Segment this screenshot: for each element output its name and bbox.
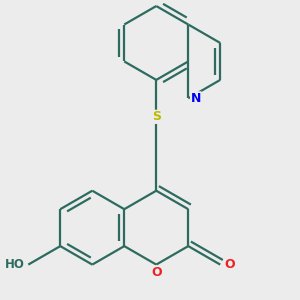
Text: HO: HO [5, 258, 25, 271]
Text: S: S [152, 110, 161, 123]
Text: O: O [151, 266, 162, 279]
Text: N: N [190, 92, 201, 105]
Text: O: O [224, 258, 235, 271]
